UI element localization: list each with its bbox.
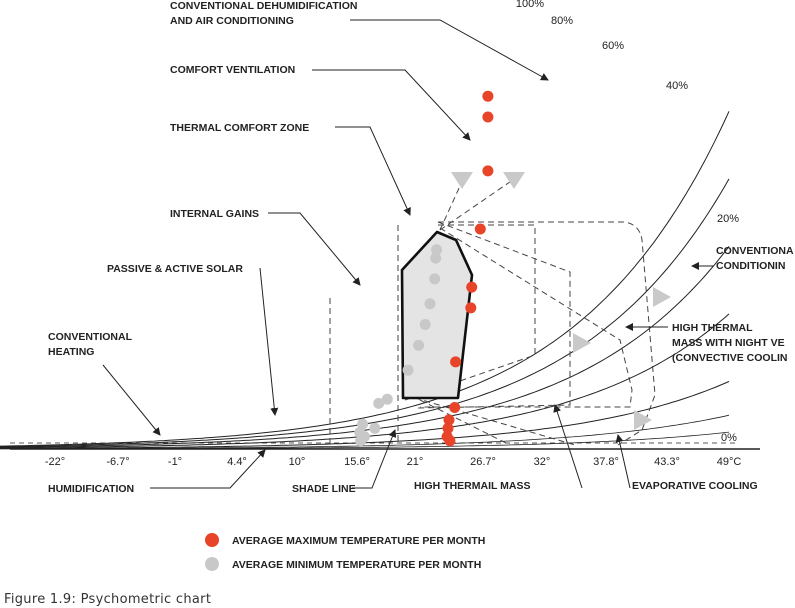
rh-label: 20% xyxy=(717,213,739,225)
region-label: HIGH THERMAL MASS WITH NIGHT VE (CONVECTIV… xyxy=(672,322,788,364)
region-label: EVAPORATIVE COOLING xyxy=(632,480,758,492)
leader-line xyxy=(335,126,411,216)
leader-line xyxy=(352,429,397,489)
figure-caption: Figure 1.9: Psychometric chart xyxy=(4,592,212,607)
max-temperature-point xyxy=(482,90,494,102)
max-temperature-point xyxy=(482,165,494,177)
legend-max-swatch xyxy=(205,533,219,547)
night-ventilation-boundary xyxy=(417,221,571,409)
leader-line xyxy=(268,212,361,286)
min-temperature-point xyxy=(402,364,414,376)
legend-min-label: AVERAGE MINIMUM TEMPERATURE PER MONTH xyxy=(232,559,481,571)
min-temperature-point xyxy=(369,422,381,434)
direction-triangle xyxy=(451,172,473,189)
x-tick-label: 43.3° xyxy=(654,456,680,468)
max-temperature-point xyxy=(474,223,486,235)
max-temperature-point xyxy=(450,356,462,368)
leader-line xyxy=(553,404,583,489)
rh-label: 100% xyxy=(516,0,544,10)
legend-min-swatch xyxy=(205,557,219,571)
x-tick-label: 15.6° xyxy=(344,456,370,468)
rh-label: 80% xyxy=(551,15,573,27)
chart-lines xyxy=(0,111,760,450)
leader-line xyxy=(102,364,161,436)
max-temperature-point xyxy=(482,111,494,123)
min-temperature-point xyxy=(430,252,442,264)
leader-line xyxy=(150,449,266,489)
x-tick-label: 10° xyxy=(289,456,306,468)
direction-triangle xyxy=(573,333,591,353)
direction-triangle xyxy=(634,410,652,430)
x-tick-label: 37.8° xyxy=(593,456,619,468)
chart-labels: 100% 80% 60% 40% 20% 0% -22° -6.7° -1° 4.4° 10° 15.… xyxy=(45,0,794,495)
min-temperature-point xyxy=(381,393,393,405)
x-tick-label: 21° xyxy=(407,456,424,468)
region-label: CONVENTIONAL DEHUMIDIFICATION AND AIR CON… xyxy=(170,0,357,27)
rh-label: 40% xyxy=(666,80,688,92)
rh-curve xyxy=(0,178,730,448)
min-temperature-point xyxy=(373,397,385,409)
x-tick-label: 4.4° xyxy=(227,456,247,468)
direction-triangle xyxy=(503,172,525,189)
region-label: CONVENTIONAL HEATING xyxy=(48,331,133,358)
min-temperature-point xyxy=(429,273,441,285)
rh-curve xyxy=(0,313,730,449)
air-conditioning-boundary xyxy=(438,221,656,446)
humidification-boundary xyxy=(404,394,576,446)
region-label: HIGH THERMAIL MASS xyxy=(414,480,530,492)
legend: AVERAGE MAXIMUM TEMPERATURE PER MONTH AVE… xyxy=(205,533,485,571)
x-tick-label: 32° xyxy=(534,456,551,468)
region-label: HUMIDIFICATION xyxy=(48,483,134,495)
min-temperature-point xyxy=(424,298,436,310)
max-temperature-point xyxy=(449,402,461,413)
region-label: INTERNAL GAINS xyxy=(170,208,259,220)
leader-line xyxy=(312,69,471,141)
rh-curve xyxy=(0,111,730,447)
direction-triangle xyxy=(653,287,671,307)
thermal-comfort-zone xyxy=(400,230,474,400)
region-label: THERMAL COMFORT ZONE xyxy=(170,122,309,134)
max-temperature-point xyxy=(444,435,456,447)
x-tick-label: -22° xyxy=(45,456,65,468)
psychrometric-chart: 100% 80% 60% 40% 20% 0% -22° -6.7° -1° 4.4° 10° 15.… xyxy=(0,0,794,571)
max-temperature-point xyxy=(466,281,478,293)
rh-label: 0% xyxy=(721,432,737,444)
min-temperature-point xyxy=(419,319,431,330)
region-label: CONVENTIONA CONDITIONIN xyxy=(716,245,794,272)
min-temperature-point xyxy=(413,339,425,351)
rh-curve xyxy=(0,246,730,448)
min-temperature-point xyxy=(355,435,367,447)
high-thermal-mass-boundary xyxy=(404,224,536,401)
rh-curve xyxy=(0,381,730,449)
x-tick-label: 26.7° xyxy=(470,456,496,468)
region-label: PASSIVE & ACTIVE SOLAR xyxy=(107,263,243,275)
x-tick-label: -6.7° xyxy=(106,456,129,468)
max-temperature-point xyxy=(465,302,477,314)
max-temperature-point xyxy=(443,414,455,426)
region-label: COMFORT VENTILATION xyxy=(170,64,295,76)
min-temperature-point xyxy=(357,418,369,430)
chart-points xyxy=(354,90,494,447)
leader-line xyxy=(259,267,279,416)
legend-max-label: AVERAGE MAXIMUM TEMPERATURE PER MONTH xyxy=(232,535,485,547)
min-temperature-point xyxy=(431,244,443,256)
rh-curve xyxy=(0,431,730,450)
leader-line xyxy=(350,19,549,81)
region-label: SHADE LINE xyxy=(292,483,356,495)
x-tick-label: -1° xyxy=(168,456,182,468)
max-temperature-point xyxy=(442,422,454,434)
leader-line xyxy=(615,434,631,489)
x-tick-label: 49°C xyxy=(717,456,742,468)
rh-label: 60% xyxy=(602,40,624,52)
